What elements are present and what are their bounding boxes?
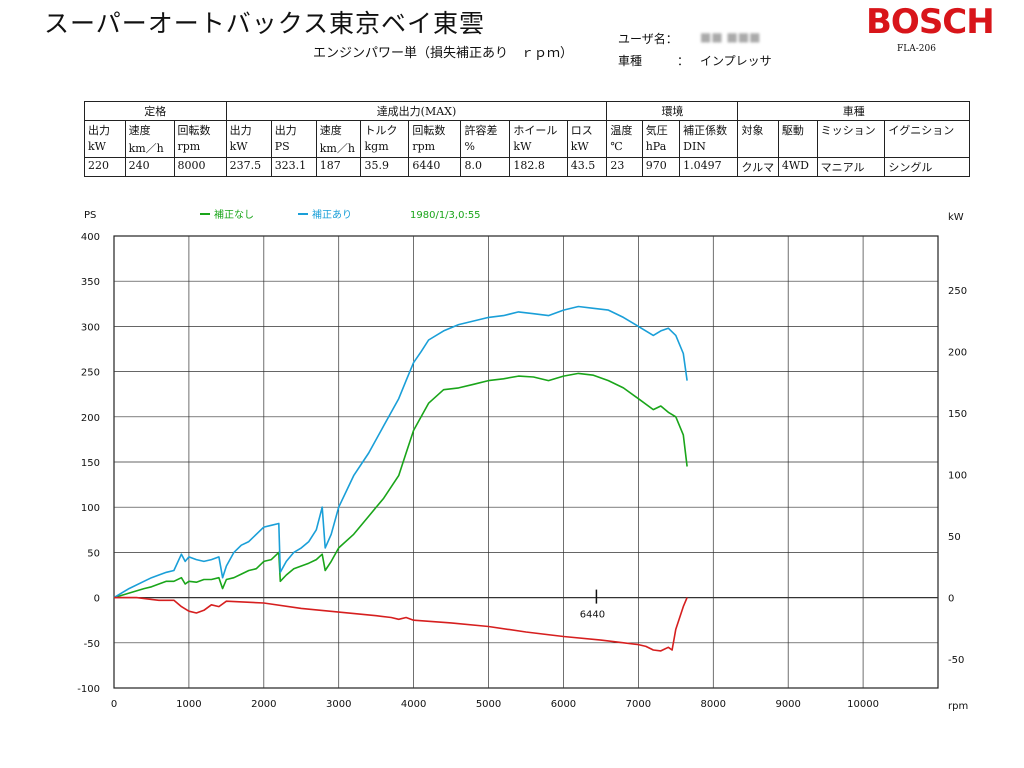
column-unit: hPa [641, 139, 681, 158]
table-cell: 240 [124, 157, 175, 177]
y-tick-label: 300 [81, 322, 100, 333]
table-cell: クルマ [737, 157, 779, 177]
series-line [113, 305, 688, 599]
x-tick-label: 2000 [251, 699, 276, 710]
y-tick-label: 250 [81, 368, 100, 379]
column-unit: km／h [315, 139, 362, 158]
y-tick-label: -50 [84, 639, 100, 650]
y2-tick-label: 0 [948, 594, 954, 605]
y2-tick-label: 150 [948, 409, 967, 420]
table-cell: 35.9 [360, 157, 410, 177]
y2-tick-label: -50 [948, 655, 964, 666]
column-unit: kgm [360, 139, 410, 158]
y2-tick-label: 100 [948, 471, 967, 482]
column-header: 回転数 [408, 120, 462, 139]
table-cell: 970 [641, 157, 681, 177]
y2-tick-label: 200 [948, 348, 967, 359]
column-header: ロス [566, 120, 608, 139]
column-header: ホイール [509, 120, 568, 139]
column-header: 速度 [315, 120, 362, 139]
vehicle-model-label: 車種 [618, 54, 643, 68]
y2-tick-label: 50 [948, 532, 961, 543]
page-subtitle: エンジンパワー単（損失補正あり ｒｐｍ） [313, 46, 574, 61]
bosch-logo: BOSCH [866, 2, 995, 42]
y-axis-label: PS [84, 210, 96, 221]
vehicle-model-separator: ： [677, 54, 690, 68]
y-tick-label: 0 [94, 594, 100, 605]
table-cell: 23 [606, 157, 643, 177]
table-cell: 1.0497 [679, 157, 739, 177]
table-unit-row: kW km／h rpm kW PS km／h kgm rpm% kW kW ℃ hPa DIN [84, 139, 970, 158]
y-tick-label: 150 [81, 458, 100, 469]
chart-date: 1980/1/3,0:55 [410, 210, 481, 221]
table-cell: 43.5 [566, 157, 608, 177]
column-header: トルク [360, 120, 410, 139]
column-header: 回転数 [173, 120, 227, 139]
table-header-row: 出力 速度 回転数 出力 出力 速度 トルク 回転数 許容差 ホイール ロス 温度 気圧 補正係数 対象 駆動… [84, 120, 970, 139]
column-unit: kW [566, 139, 608, 158]
y-tick-label: 50 [87, 548, 100, 559]
column-header: 対象 [737, 120, 779, 139]
y-tick-label: 400 [81, 232, 100, 243]
table-row: 220 240 8000 237.5 323.1 187 35.9 6440 8.0 182.8 4… [84, 157, 970, 177]
y2-axis-label: kW [948, 212, 964, 223]
x-tick-label: 0 [111, 699, 117, 710]
column-header: 気圧 [641, 120, 681, 139]
group-header-vehicle: 車種 [737, 101, 970, 121]
column-header: 出力 [225, 120, 272, 139]
column-header: 出力 [84, 120, 126, 139]
series-line [113, 372, 688, 599]
x-axis-label: rpm [948, 701, 968, 712]
x-tick-label: 5000 [476, 699, 501, 710]
user-value: ■■ ■■■ [700, 30, 761, 44]
x-tick-label: 9000 [775, 699, 800, 710]
y-tick-label: 200 [81, 413, 100, 424]
x-tick-label: 7000 [626, 699, 651, 710]
group-header-achieved: 達成出力(MAX) [225, 101, 608, 121]
group-header-environment: 環境 [606, 101, 739, 121]
page-title: スーパーオートバックス東京ベイ東雲 [44, 9, 486, 38]
x-tick-label: 8000 [701, 699, 726, 710]
table-cell: 8000 [173, 157, 227, 177]
series-line [114, 596, 688, 652]
column-header: 温度 [606, 120, 643, 139]
table-cell: 182.8 [509, 157, 568, 177]
table-cell: 187 [315, 157, 362, 177]
table-cell: 323.1 [270, 157, 317, 177]
vehicle-model-value: インプレッサ [700, 54, 772, 68]
y-tick-label: 350 [81, 277, 100, 288]
x-tick-label: 1000 [176, 699, 201, 710]
dyno-model: FLA-206 [897, 44, 936, 54]
column-unit: km／h [124, 139, 175, 158]
x-tick-label: 6000 [551, 699, 576, 710]
table-cell: 6440 [408, 157, 462, 177]
legend-label: 補正なし [214, 208, 254, 221]
table-cell: マニアル [816, 157, 886, 177]
y2-tick-label: 250 [948, 286, 967, 297]
table-cell: 220 [84, 157, 126, 177]
table-cell: シングル [884, 157, 970, 177]
column-header: イグニション [884, 120, 970, 139]
column-header: 出力 [270, 120, 317, 139]
user-label: ユーザ名： [618, 32, 678, 46]
column-unit: rpm [173, 139, 227, 158]
y-tick-label: 100 [81, 503, 100, 514]
x-tick-label: 10000 [847, 699, 879, 710]
table-cell: 4WD [777, 157, 818, 177]
x-tick-label: 4000 [401, 699, 426, 710]
column-header: 速度 [124, 120, 175, 139]
x-tick-label: 3000 [326, 699, 351, 710]
y-tick-label: -100 [77, 684, 100, 695]
spec-table: 定格 達成出力(MAX) 環境 車種 出力 速度 回転数 出力 出力 速度 トルク 回転数 許容… [84, 101, 970, 177]
group-header-rating: 定格 [84, 101, 227, 121]
rpm-marker-label: 6440 [580, 610, 605, 621]
legend-label: 補正あり [312, 208, 352, 221]
table-group-header-row: 定格 達成出力(MAX) 環境 車種 [84, 101, 970, 121]
column-header: ミッション [816, 120, 886, 139]
